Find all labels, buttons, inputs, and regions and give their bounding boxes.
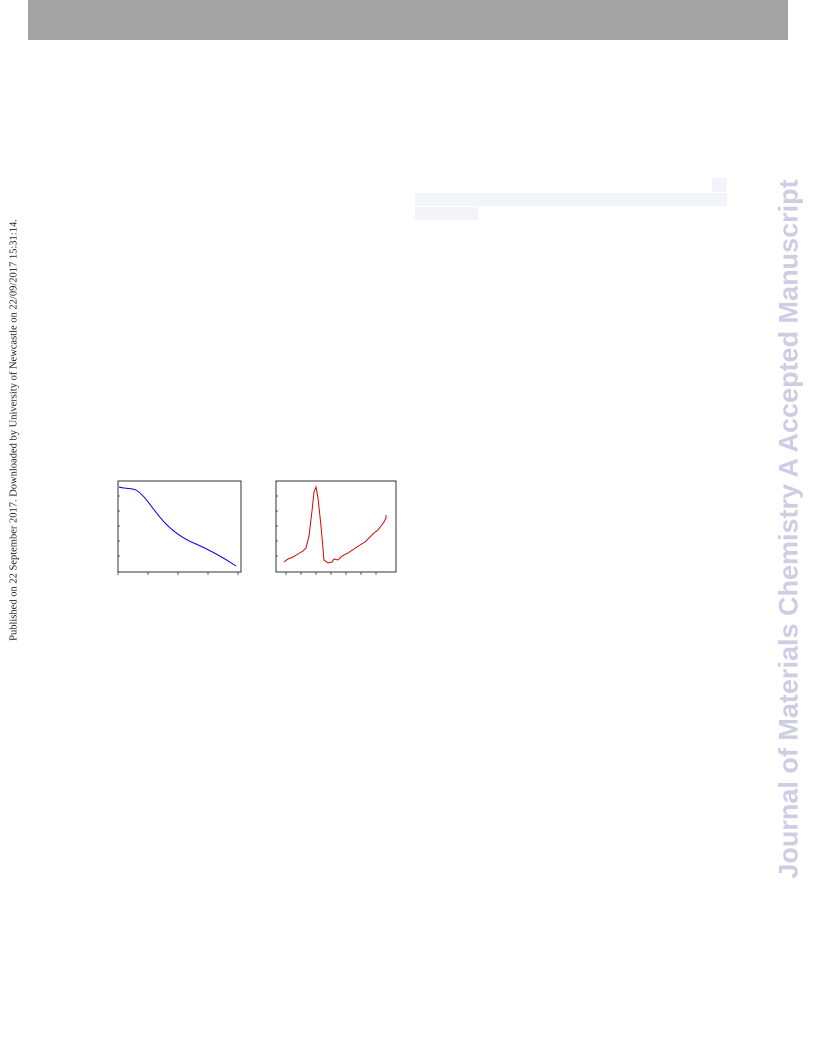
ticks	[117, 495, 239, 575]
plot-frame	[275, 480, 397, 573]
highlight	[415, 193, 727, 206]
highlight	[415, 207, 478, 220]
figure-plot	[117, 480, 242, 575]
figure-plot	[275, 480, 397, 575]
ticks	[276, 495, 377, 575]
journal-watermark: Journal of Materials Chemistry A Accepte…	[773, 179, 804, 879]
publication-note: Published on 22 September 2017. Download…	[8, 219, 20, 641]
highlight	[712, 178, 727, 192]
header-bar	[28, 0, 788, 40]
curve	[283, 485, 387, 564]
plot-frame	[117, 480, 242, 573]
curve	[118, 486, 237, 567]
